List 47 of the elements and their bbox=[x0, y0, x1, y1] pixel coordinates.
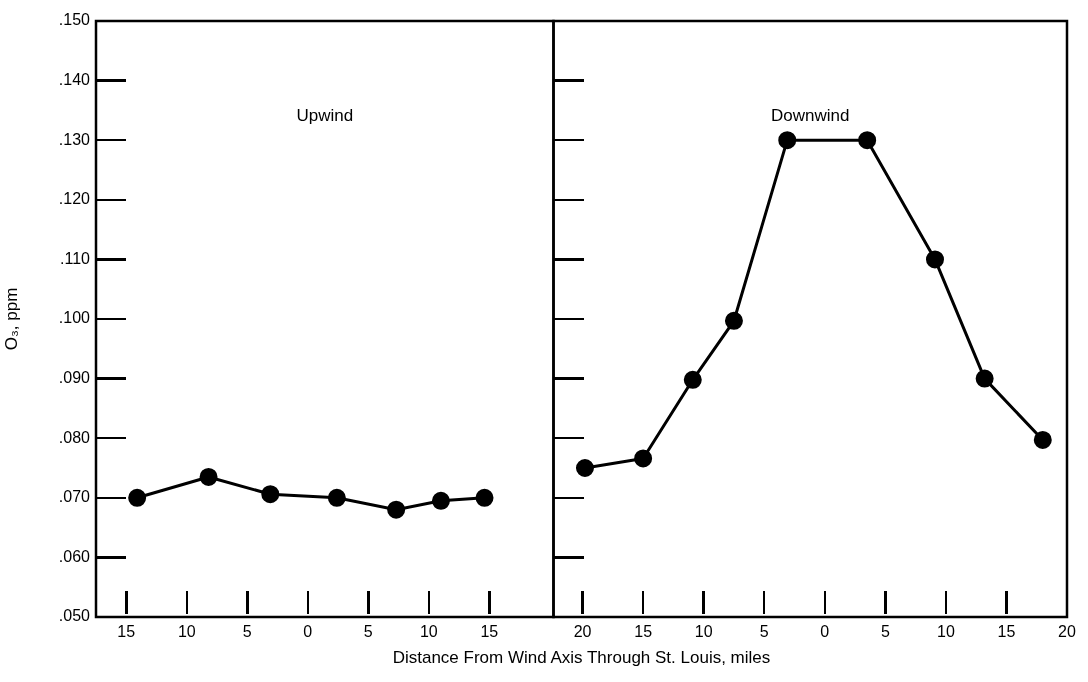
y-tick-label: .130 bbox=[58, 130, 91, 148]
y-tick-label: .110 bbox=[60, 249, 91, 267]
x-axis-title: Distance From Wind Axis Through St. Louis, miles bbox=[391, 648, 772, 668]
point bbox=[431, 491, 450, 510]
y-tick-label: .140 bbox=[58, 71, 91, 89]
point bbox=[975, 369, 994, 388]
y-tick-label: .120 bbox=[58, 190, 91, 208]
x-tick-label: 15 bbox=[997, 623, 1016, 641]
point bbox=[128, 488, 147, 507]
point bbox=[475, 488, 494, 507]
x-tick-label: 5 bbox=[880, 623, 890, 641]
x-tick-label: 15 bbox=[117, 623, 136, 641]
annotation: Downwind bbox=[771, 106, 850, 126]
y-tick-label: .090 bbox=[58, 369, 91, 387]
point bbox=[778, 131, 797, 150]
point bbox=[199, 467, 218, 486]
x-tick-label: 10 bbox=[936, 623, 955, 641]
annotation: Upwind bbox=[296, 106, 354, 126]
point bbox=[261, 485, 280, 504]
point bbox=[327, 488, 346, 507]
y-axis-title: O₃, ppm bbox=[1, 287, 21, 351]
y-tick-label: .060 bbox=[58, 547, 91, 565]
x-tick-label: 15 bbox=[480, 623, 499, 641]
point bbox=[925, 250, 944, 269]
x-tick-label: 0 bbox=[303, 623, 313, 641]
x-tick-label: 10 bbox=[177, 623, 196, 641]
point bbox=[858, 131, 877, 150]
y-tick-label: .150 bbox=[58, 11, 91, 29]
y-tick-label: .100 bbox=[58, 309, 91, 327]
point bbox=[387, 500, 406, 519]
x-tick-label: 10 bbox=[419, 623, 438, 641]
point bbox=[724, 311, 743, 330]
x-tick-label: 5 bbox=[242, 623, 252, 641]
point bbox=[634, 449, 653, 468]
x-tick-label: 0 bbox=[820, 623, 830, 641]
x-tick-label: 20 bbox=[573, 623, 592, 641]
point bbox=[683, 370, 702, 389]
y-tick-label: .080 bbox=[58, 428, 91, 446]
point bbox=[1033, 430, 1052, 449]
y-tick-label: .070 bbox=[58, 488, 91, 506]
y-tick-label: .050 bbox=[58, 607, 91, 625]
x-tick-label: 5 bbox=[363, 623, 373, 641]
x-tick-label: 5 bbox=[759, 623, 769, 641]
x-tick-label: 15 bbox=[634, 623, 653, 641]
x-tick-label: 10 bbox=[694, 623, 713, 641]
point bbox=[575, 459, 594, 477]
x-tick-label: 20 bbox=[1058, 623, 1076, 641]
